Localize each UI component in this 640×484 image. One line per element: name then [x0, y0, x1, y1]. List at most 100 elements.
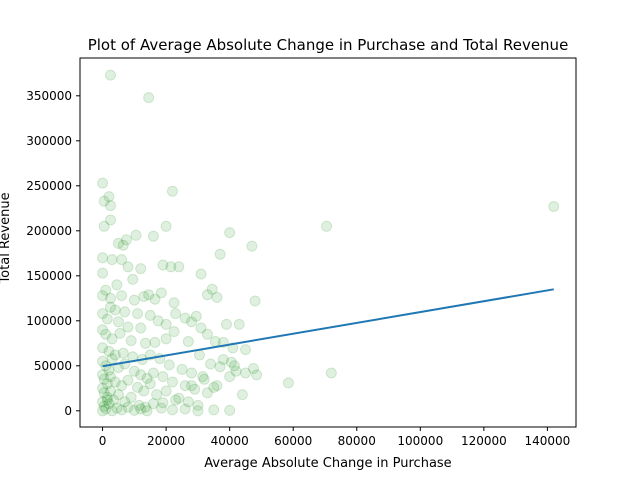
data-point: [165, 261, 177, 273]
data-point: [157, 397, 169, 409]
data-point: [166, 376, 178, 388]
data-point: [186, 367, 198, 379]
data-point: [198, 373, 210, 385]
data-point: [109, 376, 121, 388]
data-point: [132, 308, 144, 320]
data-point: [211, 291, 223, 303]
data-point: [116, 254, 128, 266]
data-point: [97, 355, 109, 367]
y-tick-label: 100000: [26, 314, 72, 328]
data-point: [122, 374, 134, 386]
data-point: [186, 380, 198, 392]
data-point: [189, 383, 201, 395]
data-point: [168, 297, 180, 309]
data-point: [105, 385, 117, 397]
data-point: [230, 365, 242, 377]
x-tick-label: 100000: [397, 434, 443, 448]
data-point: [179, 380, 191, 392]
data-point: [97, 382, 109, 394]
x-tick-label: 40000: [211, 434, 249, 448]
data-point: [108, 394, 120, 406]
data-point: [195, 268, 207, 280]
data-point: [228, 360, 240, 372]
data-point: [116, 380, 128, 392]
data-point: [236, 389, 248, 401]
chart-title: Plot of Average Absolute Change in Purch…: [88, 36, 569, 54]
data-point: [192, 405, 204, 417]
data-point: [120, 234, 132, 246]
data-point: [166, 404, 178, 416]
data-point: [122, 401, 134, 413]
y-tick-label: 0: [64, 404, 72, 418]
data-point: [133, 399, 145, 411]
data-point: [98, 400, 110, 412]
data-point: [548, 201, 560, 212]
data-point: [143, 92, 155, 104]
data-point: [112, 316, 124, 328]
data-point: [224, 404, 236, 416]
data-point: [170, 308, 182, 320]
data-point: [105, 214, 117, 226]
data-point: [201, 387, 213, 399]
data-point: [157, 371, 169, 383]
data-point: [98, 220, 110, 232]
data-point: [114, 327, 126, 339]
data-point: [97, 290, 109, 302]
data-point: [147, 230, 159, 242]
data-point: [325, 367, 337, 379]
data-point: [190, 310, 202, 322]
data-point: [197, 371, 209, 383]
data-point: [160, 318, 172, 330]
data-point: [132, 381, 144, 393]
data-point: [160, 220, 172, 232]
data-point: [225, 356, 237, 368]
data-point: [125, 335, 137, 347]
data-point: [193, 349, 205, 361]
data-point: [112, 389, 124, 401]
data-point: [173, 392, 185, 404]
data-point: [119, 306, 131, 318]
data-point: [214, 248, 226, 260]
data-point: [179, 312, 191, 324]
data-point: [160, 333, 172, 345]
data-point: [224, 227, 236, 239]
data-point: [97, 342, 109, 354]
data-point: [173, 261, 185, 273]
data-point: [101, 394, 113, 406]
data-point: [127, 273, 139, 285]
data-point: [109, 304, 121, 316]
data-point: [147, 398, 159, 410]
data-point: [139, 401, 151, 413]
y-tick-label: 50000: [34, 359, 72, 373]
data-point: [128, 365, 140, 377]
y-tick-label: 150000: [26, 269, 72, 283]
data-point: [98, 195, 110, 207]
data-point: [125, 391, 137, 403]
points-layer: [97, 69, 560, 417]
data-point: [119, 396, 131, 408]
data-point: [201, 328, 213, 340]
data-point: [122, 261, 134, 273]
y-axis-label: Total Revenue: [0, 192, 13, 284]
data-point: [186, 316, 198, 328]
data-point: [97, 405, 109, 417]
data-point: [240, 367, 252, 379]
data-point: [282, 377, 294, 389]
data-point: [155, 402, 167, 414]
data-point: [135, 322, 147, 334]
data-point: [97, 267, 109, 279]
data-point: [208, 404, 220, 416]
data-point: [205, 358, 217, 370]
data-point: [135, 263, 147, 275]
data-point: [101, 378, 113, 390]
data-point: [103, 191, 115, 203]
data-point: [106, 405, 118, 417]
data-point: [139, 337, 151, 349]
data-point: [135, 369, 147, 381]
y-tick-label: 350000: [26, 89, 72, 103]
data-point: [101, 313, 113, 325]
x-tick-label: 80000: [338, 434, 376, 448]
data-point: [100, 328, 112, 340]
